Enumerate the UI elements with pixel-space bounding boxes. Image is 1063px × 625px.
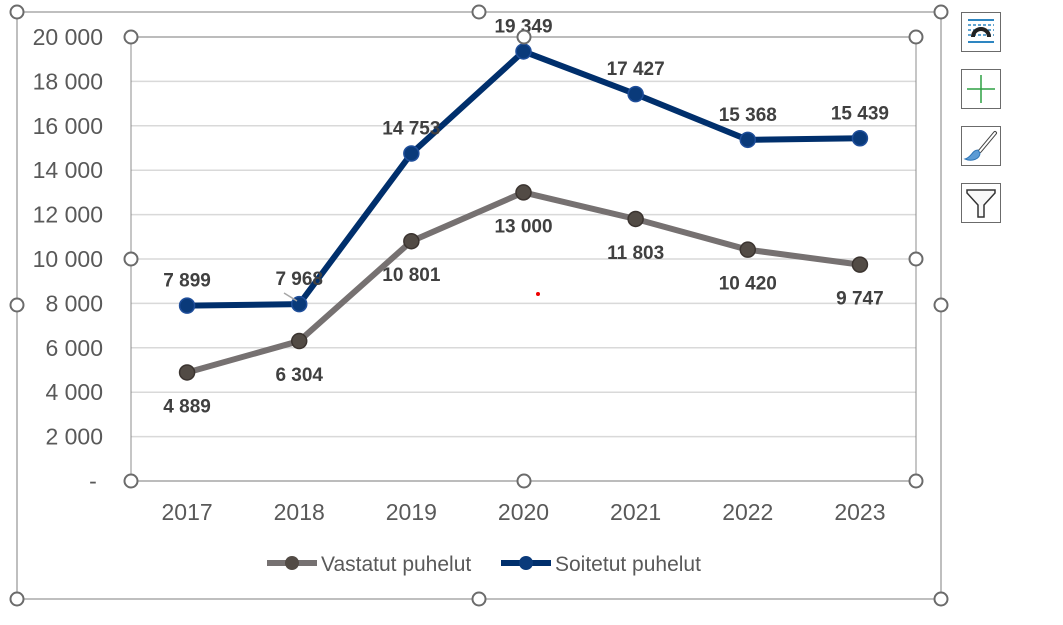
data-label: 11 803 (607, 243, 664, 264)
legend-marker (519, 556, 533, 570)
y-tick-label: 20 000 (33, 24, 103, 50)
resize-handle[interactable] (933, 4, 949, 20)
y-tick-label: 18 000 (33, 68, 103, 94)
data-point (403, 145, 420, 162)
x-tick-label: 2021 (610, 499, 661, 525)
y-tick-label: 2 000 (45, 424, 103, 450)
data-point (178, 297, 196, 314)
resize-handle[interactable] (933, 297, 949, 313)
resize-handle[interactable] (9, 297, 25, 313)
data-point (627, 85, 644, 103)
x-tick-label: 2023 (834, 499, 885, 525)
resize-handle[interactable] (123, 473, 139, 489)
x-tick-label: 2019 (386, 499, 437, 525)
data-label: 19 349 (494, 16, 552, 37)
data-point (515, 184, 532, 201)
y-tick-label: - (89, 468, 97, 494)
resize-handle[interactable] (933, 591, 949, 607)
resize-handle[interactable] (471, 591, 487, 607)
data-label: 15 368 (719, 105, 777, 126)
x-tick-label: 2017 (161, 499, 212, 525)
data-point (178, 364, 196, 381)
series-soitetut: 7 899 7 968 14 753 19 349 17 427 15 368 15 439 (163, 16, 889, 314)
data-point (627, 210, 644, 228)
data-label: 13 000 (494, 216, 552, 237)
resize-handle[interactable] (123, 251, 139, 267)
resize-handle[interactable] (123, 29, 139, 45)
resize-handle[interactable] (9, 4, 25, 20)
data-point (290, 332, 308, 350)
series-vastatut: 4 889 6 304 10 801 13 000 11 803 10 420 9 747 (163, 184, 884, 417)
y-tick-label: 14 000 (33, 157, 103, 183)
y-tick-label: 16 000 (33, 113, 103, 139)
resize-handle[interactable] (471, 4, 487, 20)
data-label: 7 968 (275, 269, 323, 290)
data-label: 4 889 (163, 396, 211, 417)
chart-elements-button[interactable] (961, 69, 1001, 109)
data-point (403, 232, 420, 250)
data-label: 9 747 (836, 289, 884, 310)
x-tick-label: 2020 (498, 499, 549, 525)
chart-elements-icon (967, 75, 995, 103)
y-tick-label: 8 000 (45, 290, 103, 316)
resize-handle[interactable] (908, 251, 924, 267)
resize-handle[interactable] (516, 29, 532, 45)
y-tick-label: 4 000 (45, 379, 103, 405)
resize-handle[interactable] (908, 29, 924, 45)
chart-area-border (16, 11, 942, 600)
cursor-dot (536, 292, 540, 296)
legend-label: Soitetut puhelut (555, 553, 701, 576)
y-tick-label: 12 000 (33, 202, 103, 228)
x-tick-label: 2022 (722, 499, 773, 525)
y-tick-label: 6 000 (45, 335, 103, 361)
data-label: 10 801 (382, 265, 441, 286)
data-point (515, 43, 532, 60)
y-tick-label: 10 000 (33, 246, 103, 272)
x-tick-label: 2018 (274, 499, 325, 525)
data-point (739, 131, 757, 149)
resize-handle[interactable] (9, 591, 25, 607)
leader-line (283, 292, 298, 302)
legend-item: Vastatut puhelut (267, 553, 471, 576)
resize-handle[interactable] (516, 473, 532, 489)
layout-options-button[interactable] (961, 12, 1001, 52)
data-point (739, 241, 757, 258)
resize-handle[interactable] (908, 473, 924, 489)
data-point (851, 130, 869, 147)
legend-label: Vastatut puhelut (321, 553, 471, 576)
chart-filters-icon (966, 189, 996, 218)
legend-marker (285, 556, 299, 570)
legend-item: Soitetut puhelut (501, 553, 701, 576)
data-label: 7 899 (163, 271, 211, 292)
chart-styles-icon (963, 131, 997, 161)
data-label: 10 420 (719, 274, 777, 295)
chart-styles-button[interactable] (961, 126, 1001, 166)
chart-filters-button[interactable] (961, 183, 1001, 223)
data-label: 6 304 (275, 365, 323, 386)
layout-options-icon (968, 19, 994, 43)
data-label: 14 753 (382, 118, 440, 139)
data-label: 17 427 (607, 59, 665, 80)
data-label: 15 439 (831, 103, 889, 124)
data-point (851, 256, 869, 273)
series-line (187, 48, 860, 309)
